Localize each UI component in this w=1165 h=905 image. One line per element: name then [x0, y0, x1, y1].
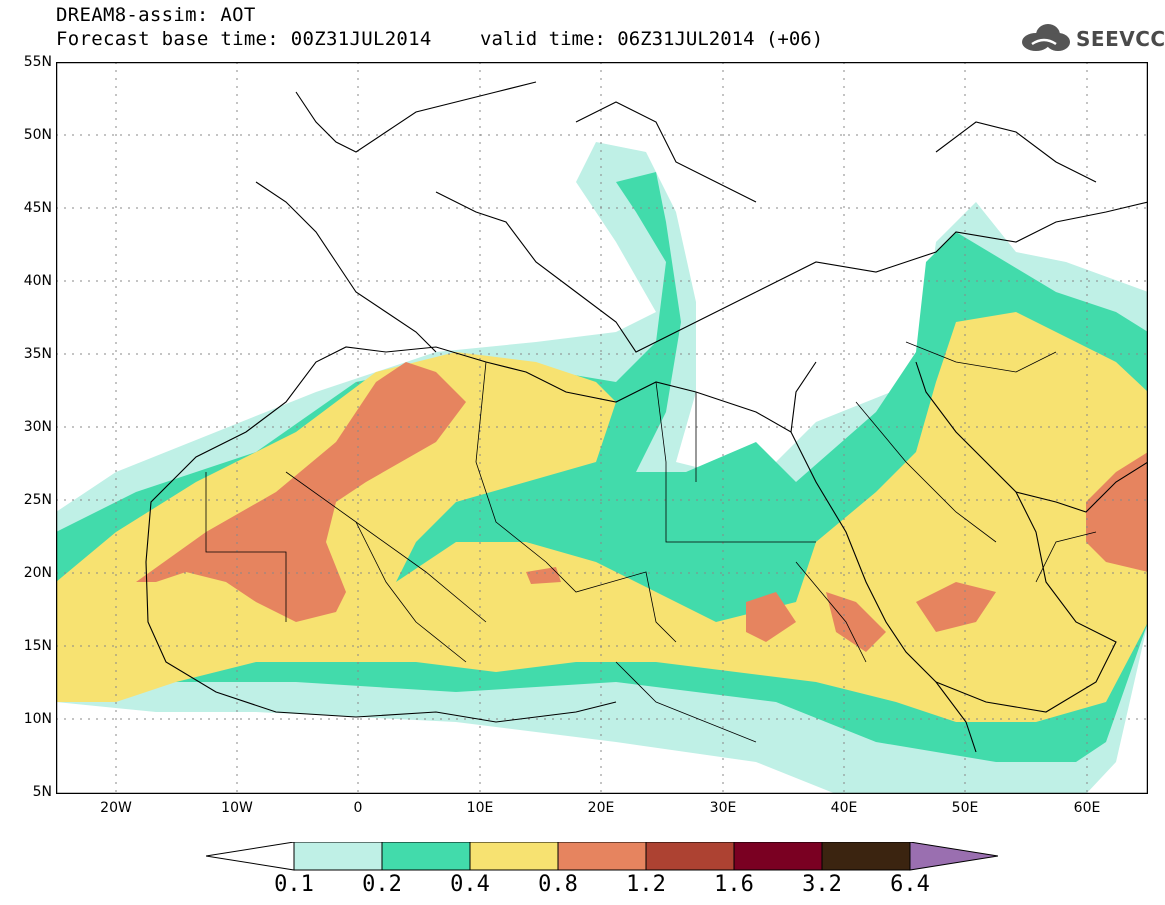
- colorbar-segment-0.2: [381, 842, 471, 871]
- country-borders: [205, 341, 1097, 743]
- aot-band-0.8: [916, 582, 996, 632]
- forecast-base-time: Forecast base time: 00Z31JUL2014: [56, 28, 432, 50]
- aot-band-0.8: [826, 592, 886, 652]
- colorbar-label-0.4: 0.4: [450, 872, 490, 897]
- lat-label-20n: 20N: [23, 565, 52, 581]
- aot-band-0.8: [526, 567, 561, 584]
- lon-label-20e: 20E: [587, 800, 615, 816]
- lon-label-40e: 40E: [830, 800, 858, 816]
- colorbar-low-arrow: [206, 842, 295, 871]
- aot-band-0.4: [56, 312, 1148, 722]
- lon-label-50e: 50E: [951, 800, 979, 816]
- aot-fields: [56, 142, 1148, 794]
- aot-band-0.8: [1086, 452, 1148, 572]
- lon-label-10w: 10W: [221, 800, 253, 816]
- colorbar-label-6.4: 6.4: [890, 872, 930, 897]
- lon-label-20w: 20W: [100, 800, 132, 816]
- aot-band-0.8: [136, 362, 466, 622]
- lat-label-55n: 55N: [23, 54, 52, 70]
- lat-label-30n: 30N: [23, 419, 52, 435]
- lat-label-25n: 25N: [23, 492, 52, 508]
- valid-time: valid time: 06Z31JUL2014 (+06): [480, 28, 824, 50]
- colorbar-label-3.2: 3.2: [802, 872, 842, 897]
- lat-label-5n: 5N: [32, 784, 52, 800]
- seevccc-logo: SEEVCCC: [1018, 22, 1165, 56]
- colorbar-segment-1.6: [733, 842, 823, 871]
- colorbar-segment-3.2: [821, 842, 911, 871]
- colorbar-label-0.2: 0.2: [362, 872, 402, 897]
- aot-map: [56, 62, 1148, 794]
- lat-label-50n: 50N: [23, 127, 52, 143]
- colorbar-segment-1.2: [645, 842, 735, 871]
- lat-label-10n: 10N: [23, 711, 52, 727]
- colorbar-segment-0.1: [293, 842, 383, 871]
- map-title: DREAM8-assim: AOT: [56, 4, 256, 26]
- lat-label-35n: 35N: [23, 346, 52, 362]
- map-frame: [56, 62, 1148, 794]
- lon-label-30e: 30E: [709, 800, 737, 816]
- lon-label-0: 0: [353, 800, 363, 816]
- colorbar-label-1.2: 1.2: [626, 872, 666, 897]
- cloud-logo-icon: [1022, 24, 1070, 51]
- lon-label-10e: 10E: [466, 800, 494, 816]
- colorbar-label-1.6: 1.6: [714, 872, 754, 897]
- aot-colorbar: [206, 842, 998, 871]
- lon-label-60e: 60E: [1073, 800, 1101, 816]
- lat-label-15n: 15N: [23, 638, 52, 654]
- colorbar-high-arrow: [909, 842, 998, 871]
- lat-label-40n: 40N: [23, 273, 52, 289]
- colorbar-segment-0.8: [557, 842, 647, 871]
- logo-text: SEEVCCC: [1076, 27, 1165, 51]
- lat-label-45n: 45N: [23, 200, 52, 216]
- colorbar-label-0.1: 0.1: [274, 872, 314, 897]
- aot-band-0.8: [746, 592, 796, 642]
- colorbar-segment-0.4: [469, 842, 559, 871]
- graticule: [56, 62, 1148, 794]
- colorbar-label-0.8: 0.8: [538, 872, 578, 897]
